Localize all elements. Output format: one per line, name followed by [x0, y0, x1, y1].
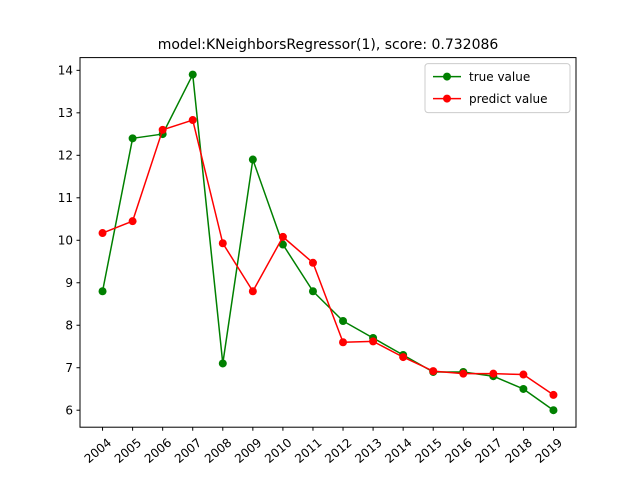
plot-frame — [79, 57, 577, 428]
data-point — [519, 370, 528, 379]
data-point — [128, 134, 137, 143]
x-tick-label: 2007 — [172, 436, 204, 466]
data-point — [549, 390, 558, 399]
x-tick-label: 2010 — [262, 436, 294, 466]
data-point — [218, 239, 227, 248]
data-point — [188, 116, 197, 125]
series-line — [101, 73, 554, 411]
y-axis: 6 7 8 9 10 11 12 13 14 — [58, 64, 80, 418]
data-point — [158, 125, 167, 134]
legend: true value predict value — [424, 63, 571, 114]
series-layer — [98, 70, 558, 415]
x-tick-label: 2018 — [503, 436, 535, 466]
y-tick-label: 6 — [65, 404, 73, 418]
y-tick-label: 10 — [58, 234, 73, 248]
legend-swatch-marker — [443, 72, 451, 81]
series-line — [102, 119, 554, 396]
y-tick-label: 13 — [58, 106, 73, 120]
x-axis: 2004200520062007200820092010201120122013… — [82, 427, 565, 466]
data-point — [278, 240, 287, 249]
legend-box — [424, 63, 571, 114]
y-tick-label: 14 — [58, 64, 73, 78]
data-point — [308, 258, 317, 267]
x-tick-label: 2008 — [202, 436, 234, 466]
x-tick-label: 2005 — [112, 436, 144, 466]
series-1 — [98, 116, 558, 399]
x-tick-label: 2014 — [382, 436, 414, 466]
data-point — [339, 338, 348, 347]
legend-item: true value — [433, 70, 530, 84]
x-tick-label: 2004 — [82, 436, 114, 466]
x-tick-label: 2006 — [142, 436, 174, 466]
data-point — [459, 369, 468, 378]
legend-label: true value — [469, 70, 530, 84]
legend-label: predict value — [469, 92, 548, 106]
data-point — [308, 287, 317, 296]
data-point — [429, 367, 438, 376]
y-tick-label: 11 — [58, 191, 73, 205]
data-point — [98, 287, 107, 296]
data-point — [218, 359, 227, 368]
x-tick-label: 2013 — [352, 436, 384, 466]
data-point — [128, 217, 137, 226]
x-tick-label: 2017 — [473, 436, 505, 466]
data-point — [188, 70, 197, 79]
data-point — [519, 384, 528, 393]
data-point — [278, 232, 287, 241]
data-point — [399, 353, 408, 362]
data-point — [248, 287, 257, 296]
y-tick-label: 12 — [58, 149, 73, 163]
x-tick-label: 2019 — [533, 436, 565, 466]
data-point — [489, 369, 498, 378]
data-point — [549, 406, 558, 415]
legend-item: predict value — [433, 92, 548, 106]
x-tick-label: 2011 — [292, 436, 324, 466]
y-tick-label: 9 — [65, 276, 73, 290]
x-tick-label: 2016 — [442, 436, 474, 466]
x-tick-label: 2009 — [232, 436, 264, 466]
y-tick-label: 8 — [65, 319, 73, 333]
x-tick-label: 2012 — [322, 436, 354, 466]
data-point — [98, 229, 107, 238]
chart-title: model:KNeighborsRegressor(1), score: 0.7… — [158, 37, 499, 53]
data-point — [248, 155, 257, 164]
data-point — [339, 316, 348, 325]
data-point — [369, 337, 378, 346]
series-0 — [98, 70, 558, 415]
x-tick-label: 2015 — [412, 436, 444, 466]
y-tick-label: 7 — [65, 361, 73, 375]
legend-swatch-marker — [443, 94, 451, 103]
